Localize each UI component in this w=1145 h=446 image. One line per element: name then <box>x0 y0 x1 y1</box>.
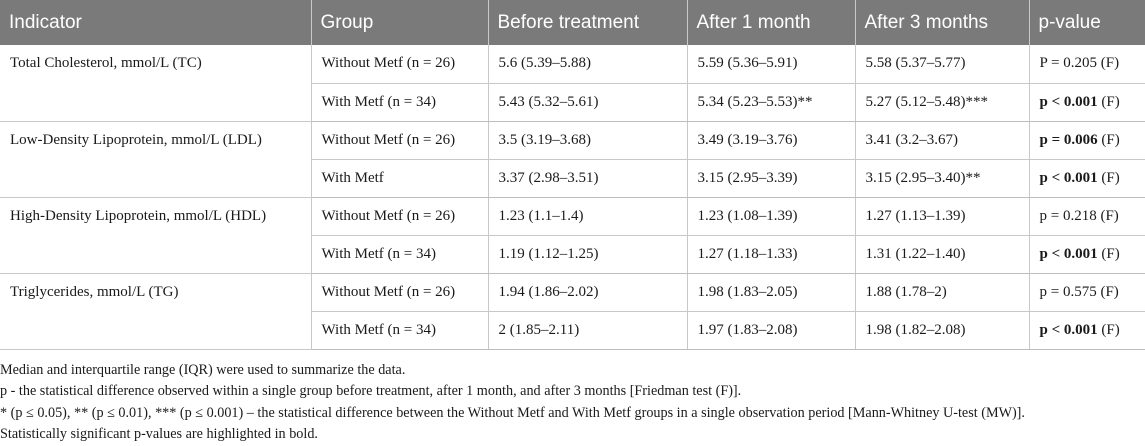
month3-cell: 5.27 (5.12–5.48)*** <box>855 83 1030 122</box>
p-value-main: P = 0.205 <box>1039 55 1098 72</box>
table-body: Total Cholesterol, mmol/L (TC) Without M… <box>0 45 1145 350</box>
month3-cell: 1.98 (1.82–2.08) <box>855 311 1030 350</box>
p-value-cell: P = 0.205 (F) <box>1029 45 1145 84</box>
p-value-suffix: (F) <box>1097 245 1120 262</box>
group-cell: With Metf (n = 34) <box>311 83 489 122</box>
p-value-suffix: (F) <box>1097 55 1120 72</box>
before-cell: 1.19 (1.12–1.25) <box>488 235 688 274</box>
table-row: With Metf (n = 34) 2 (1.85–2.11) 1.97 (1… <box>0 311 1145 350</box>
month3-cell: 1.27 (1.13–1.39) <box>855 197 1030 236</box>
p-value-cell: p = 0.575 (F) <box>1029 273 1145 312</box>
header-group: Group <box>311 0 489 45</box>
p-value-suffix: (F) <box>1097 131 1120 148</box>
p-value-cell: p = 0.218 (F) <box>1029 197 1145 236</box>
p-value-cell: p < 0.001 (F) <box>1029 311 1145 350</box>
footnote-bold: Statistically significant p-values are h… <box>0 426 318 442</box>
footnote-summary: Median and interquartile range (IQR) wer… <box>0 361 406 378</box>
indicator-cell: Total Cholesterol, mmol/L (TC) <box>0 45 312 122</box>
p-value-main: p = 0.006 <box>1039 131 1098 148</box>
p-value-suffix: (F) <box>1096 207 1119 224</box>
p-value-cell: p < 0.001 (F) <box>1029 235 1145 274</box>
p-value-main: p = 0.218 <box>1039 207 1097 224</box>
month3-cell: 1.88 (1.78–2) <box>855 273 1030 312</box>
before-cell: 5.43 (5.32–5.61) <box>488 83 688 122</box>
footnote-mann-whitney: * (p ≤ 0.05), ** (p ≤ 0.01), *** (p ≤ 0.… <box>0 404 1025 421</box>
table-row: With Metf (n = 34) 1.19 (1.12–1.25) 1.27… <box>0 235 1145 274</box>
before-cell: 5.6 (5.39–5.88) <box>488 45 688 84</box>
indicator-cell: Low-Density Lipoprotein, mmol/L (LDL) <box>0 121 312 198</box>
before-cell: 1.94 (1.86–2.02) <box>488 273 688 312</box>
results-table: Indicator Group Before treatment After 1… <box>0 0 1145 350</box>
header-indicator: Indicator <box>0 0 312 45</box>
month1-cell: 1.98 (1.83–2.05) <box>687 273 856 312</box>
table-row: With Metf 3.37 (2.98–3.51) 3.15 (2.95–3.… <box>0 159 1145 198</box>
indicator-cell: Triglycerides, mmol/L (TG) <box>0 273 312 350</box>
group-cell: With Metf (n = 34) <box>311 235 489 274</box>
table-row: Low-Density Lipoprotein, mmol/L (LDL) Wi… <box>0 121 1145 198</box>
table-footnotes: Median and interquartile range (IQR) wer… <box>0 350 1145 446</box>
month3-cell: 3.15 (2.95–3.40)** <box>855 159 1030 198</box>
group-cell: Without Metf (n = 26) <box>311 45 489 84</box>
before-cell: 2 (1.85–2.11) <box>488 311 688 350</box>
p-value-main: p < 0.001 <box>1039 245 1098 262</box>
before-cell: 1.23 (1.1–1.4) <box>488 197 688 236</box>
header-p-value: p-value <box>1029 0 1145 45</box>
month1-cell: 1.27 (1.18–1.33) <box>687 235 856 274</box>
p-value-cell: p = 0.006 (F) <box>1029 121 1145 160</box>
group-cell: With Metf <box>311 159 489 198</box>
indicator-cell: High-Density Lipoprotein, mmol/L (HDL) <box>0 197 312 274</box>
month3-cell: 5.58 (5.37–5.77) <box>855 45 1030 84</box>
table-row: Total Cholesterol, mmol/L (TC) Without M… <box>0 45 1145 122</box>
p-value-suffix: (F) <box>1097 321 1120 338</box>
table-header: Indicator Group Before treatment After 1… <box>0 0 1145 45</box>
p-value-suffix: (F) <box>1096 283 1119 300</box>
group-cell: Without Metf (n = 26) <box>311 197 489 236</box>
header-before-treatment: Before treatment <box>488 0 688 45</box>
group-cell: With Metf (n = 34) <box>311 311 489 350</box>
group-cell: Without Metf (n = 26) <box>311 273 489 312</box>
p-value-main: p = 0.575 <box>1039 283 1097 300</box>
p-value-suffix: (F) <box>1097 169 1120 186</box>
p-value-cell: p < 0.001 (F) <box>1029 159 1145 198</box>
month3-cell: 3.41 (3.2–3.67) <box>855 121 1030 160</box>
month1-cell: 5.59 (5.36–5.91) <box>687 45 856 84</box>
p-value-cell: p < 0.001 (F) <box>1029 83 1145 122</box>
month1-cell: 5.34 (5.23–5.53)** <box>687 83 856 122</box>
before-cell: 3.37 (2.98–3.51) <box>488 159 688 198</box>
month3-cell: 1.31 (1.22–1.40) <box>855 235 1030 274</box>
month1-cell: 3.49 (3.19–3.76) <box>687 121 856 160</box>
footnote-friedman: p - the statistical difference observed … <box>0 383 742 399</box>
before-cell: 3.5 (3.19–3.68) <box>488 121 688 160</box>
group-cell: Without Metf (n = 26) <box>311 121 489 160</box>
header-after-3-months: After 3 months <box>855 0 1030 45</box>
header-after-1-month: After 1 month <box>687 0 856 45</box>
table-row: With Metf (n = 34) 5.43 (5.32–5.61) 5.34… <box>0 83 1145 122</box>
table-row: High-Density Lipoprotein, mmol/L (HDL) W… <box>0 197 1145 274</box>
month1-cell: 3.15 (2.95–3.39) <box>687 159 856 198</box>
month1-cell: 1.23 (1.08–1.39) <box>687 197 856 236</box>
table-row: Triglycerides, mmol/L (TG) Without Metf … <box>0 273 1145 350</box>
p-value-main: p < 0.001 <box>1039 169 1098 186</box>
month1-cell: 1.97 (1.83–2.08) <box>687 311 856 350</box>
p-value-suffix: (F) <box>1097 93 1120 110</box>
header-row: Indicator Group Before treatment After 1… <box>0 0 1145 45</box>
p-value-main: p < 0.001 <box>1039 321 1098 338</box>
p-value-main: p < 0.001 <box>1039 93 1098 110</box>
